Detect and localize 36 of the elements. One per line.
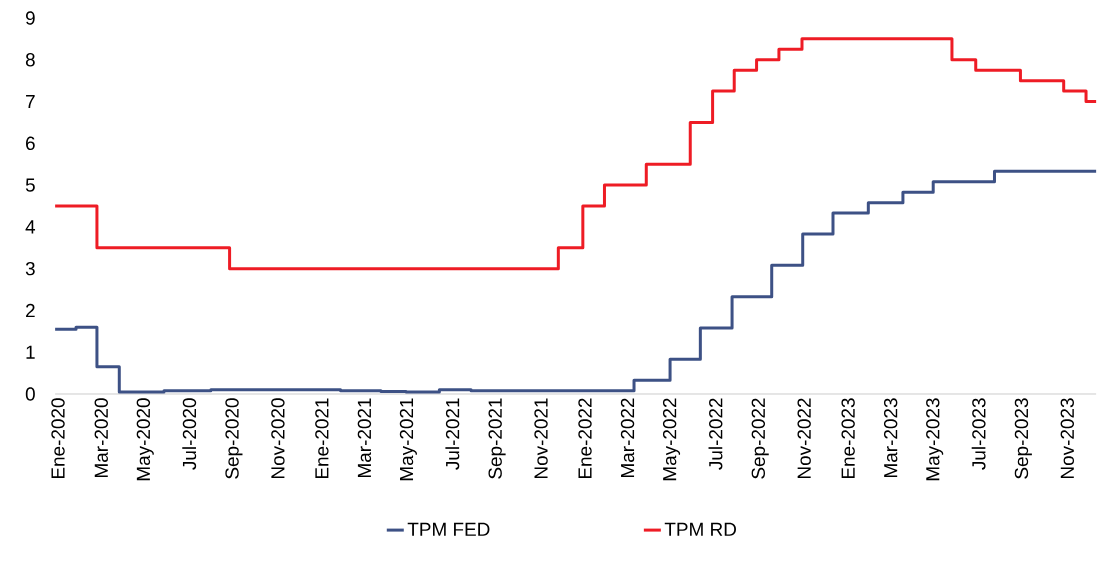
y-tick-label: 2	[26, 303, 35, 318]
x-tick-label: Jul-2021	[445, 398, 460, 470]
x-tick-label: Sep-2021	[488, 398, 506, 479]
x-tick-label: Sep-2022	[751, 398, 769, 479]
x-tick-label: Sep-2020	[225, 398, 243, 479]
x-tick-label: Mar-2021	[357, 398, 372, 477]
x-tick-label: Jul-2022	[708, 398, 723, 470]
x-tick-label: Nov-2020	[271, 398, 285, 479]
x-tick-label: Ene-2023	[841, 398, 855, 479]
x-tick-label: May-2022	[662, 398, 681, 481]
y-tick-label: 0	[25, 387, 35, 401]
x-tick-label: Nov-2023	[1060, 398, 1074, 479]
x-tick-label: May-2021	[399, 398, 417, 481]
y-tick-label: 1	[26, 345, 35, 359]
x-tick-label: Mar-2023	[883, 398, 898, 477]
y-tick-label: 3	[25, 261, 35, 276]
x-tick-label: Mar-2022	[620, 398, 635, 477]
y-tick-label: 5	[25, 178, 35, 192]
x-tick-label: Mar-2020	[94, 398, 108, 477]
y-tick-label: 9	[25, 11, 35, 25]
legend-label: TPM FED	[407, 522, 490, 536]
x-tick-label: Ene-2020	[51, 398, 65, 479]
x-tick-label: Ene-2022	[578, 398, 592, 479]
x-tick-label: May-2023	[926, 398, 944, 481]
x-tick-label: Ene-2021	[315, 398, 329, 479]
y-tick-label: 7	[26, 95, 35, 109]
x-tick-label: May-2020	[136, 398, 154, 481]
legend-label: TPM RD	[664, 522, 736, 536]
y-tick-label: 8	[25, 53, 35, 67]
x-tick-label: Jul-2023	[971, 398, 986, 470]
y-tick-label: 6	[26, 136, 35, 151]
x-tick-label: Nov-2021	[534, 398, 548, 479]
x-tick-label: Jul-2020	[182, 398, 197, 470]
x-tick-label: Nov-2022	[797, 398, 811, 479]
y-tick-label: 4	[25, 220, 36, 234]
x-tick-label: Sep-2023	[1014, 398, 1032, 479]
